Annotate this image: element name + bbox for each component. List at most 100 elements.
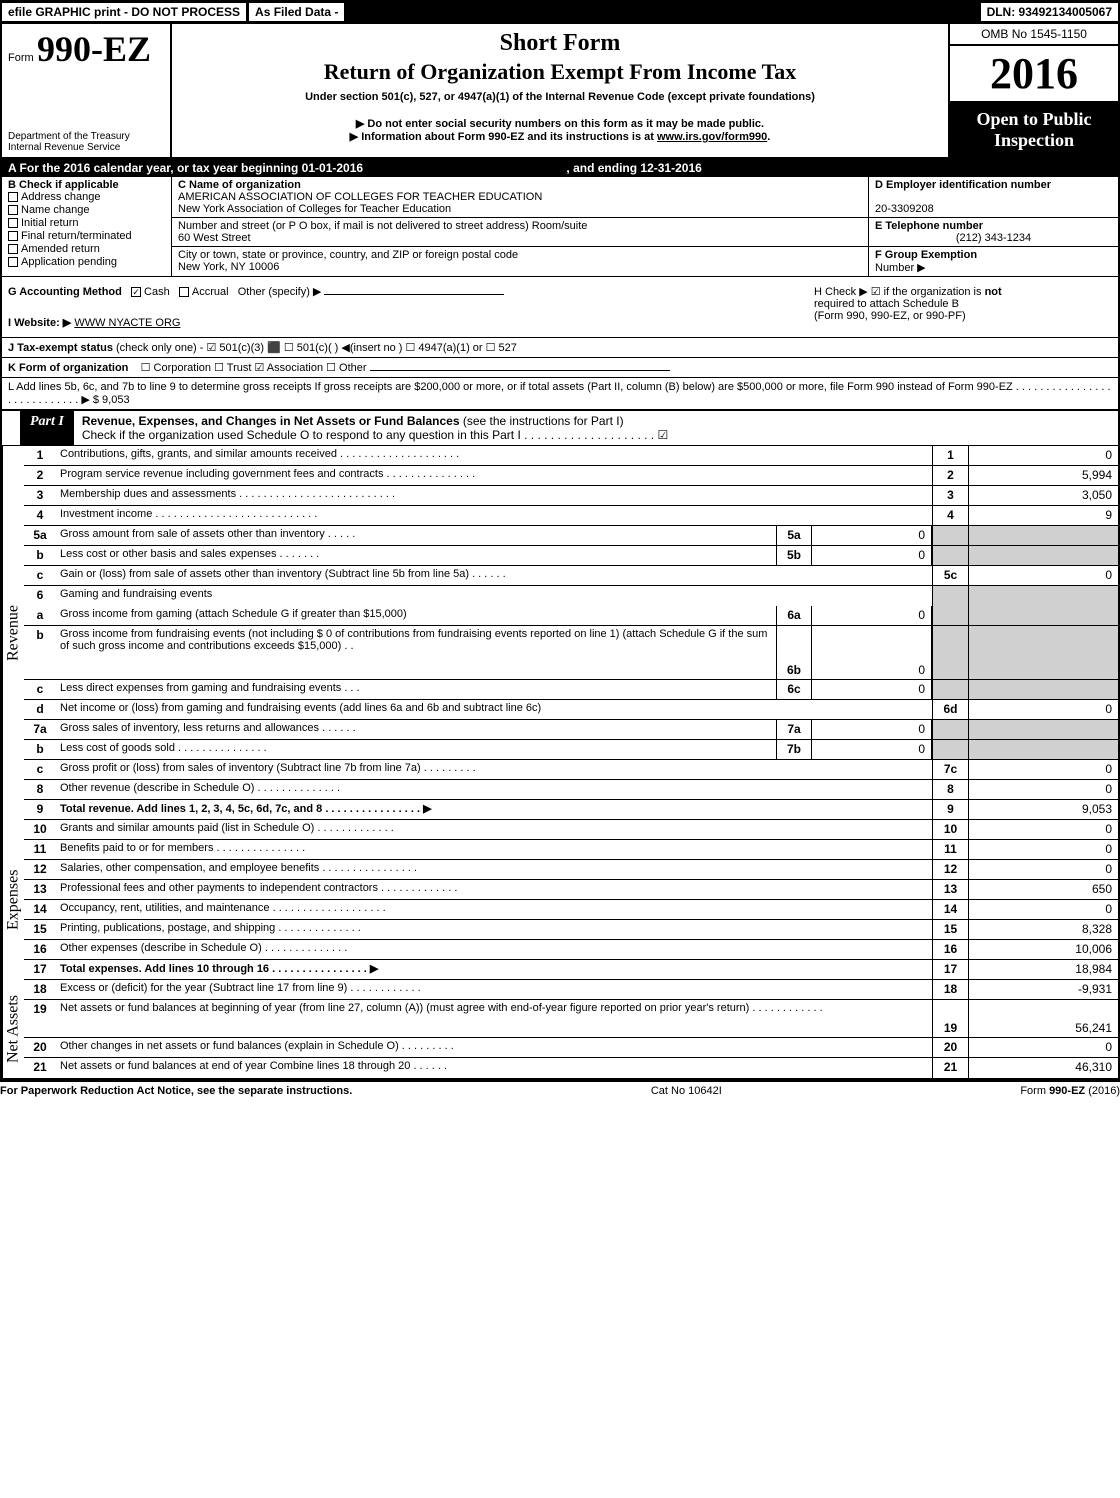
line-7b: b Less cost of goods sold . . . . . . . … — [24, 740, 1118, 760]
street-label: Number and street (or P O box, if mail i… — [178, 220, 587, 232]
lbox: 1 — [932, 446, 968, 465]
instr-link[interactable]: www.irs.gov/form990 — [657, 131, 767, 143]
lmb: 6a — [776, 606, 812, 625]
lval: 0 — [968, 780, 1118, 799]
lval: 0 — [968, 700, 1118, 719]
lval: 650 — [968, 880, 1118, 899]
line-6c: c Less direct expenses from gaming and f… — [24, 680, 1118, 700]
footer-left: For Paperwork Reduction Act Notice, see … — [0, 1085, 352, 1097]
cb-name-change[interactable]: Name change — [8, 204, 165, 216]
lbox: 11 — [932, 840, 968, 859]
cb-application-pending[interactable]: Application pending — [8, 256, 165, 268]
ld: Excess or (deficit) for the year (Subtra… — [56, 980, 932, 999]
c-city-block: City or town, state or province, country… — [172, 247, 868, 275]
line-7c: c Gross profit or (loss) from sales of i… — [24, 760, 1118, 780]
cb-cash[interactable]: ✓ — [131, 287, 141, 297]
ld: Gross profit or (loss) from sales of inv… — [56, 760, 932, 779]
city-label: City or town, state or province, country… — [178, 249, 518, 261]
ld: Net income or (loss) from gaming and fun… — [56, 700, 932, 719]
line-21: 21 Net assets or fund balances at end of… — [24, 1058, 1118, 1078]
cb-amended-return[interactable]: Amended return — [8, 243, 165, 255]
h-not: not — [985, 286, 1002, 298]
ln: 21 — [24, 1058, 56, 1078]
c-name-block: C Name of organization AMERICAN ASSOCIAT… — [172, 177, 868, 218]
line-6b: b Gross income from fundraising events (… — [24, 626, 1118, 680]
ln: b — [24, 740, 56, 759]
lbox: 13 — [932, 880, 968, 899]
row-a-pre: A For the 2016 calendar year, or tax yea… — [8, 161, 302, 175]
line-2: 2 Program service revenue including gove… — [24, 466, 1118, 486]
lbox: 9 — [932, 800, 968, 819]
dln-label: DLN: 93492134005067 — [981, 3, 1118, 21]
ld: Occupancy, rent, utilities, and maintena… — [56, 900, 932, 919]
lbox-shade — [932, 526, 968, 545]
b-title: B Check if applicable — [8, 179, 165, 191]
lval: 0 — [968, 1038, 1118, 1057]
h-text-3: (Form 990, 990-EZ, or 990-PF) — [814, 310, 1112, 322]
lmv: 0 — [812, 720, 932, 739]
other-specify-field[interactable] — [324, 294, 504, 295]
lval: 46,310 — [968, 1058, 1118, 1078]
row-a-begin: 01-01-2016 — [302, 161, 363, 175]
footer-mid: Cat No 10642I — [651, 1085, 722, 1097]
cb-label: Final return/terminated — [21, 230, 132, 242]
instr-line-2: ▶ Information about Form 990-EZ and its … — [182, 130, 938, 143]
lbox: 17 — [932, 960, 968, 979]
city-value: New York, NY 10006 — [178, 261, 279, 273]
line-16: 16 Other expenses (describe in Schedule … — [24, 940, 1118, 960]
k-other-field[interactable] — [370, 370, 670, 371]
dept-irs: Internal Revenue Service — [8, 142, 164, 153]
ln: 7a — [24, 720, 56, 739]
lbox: 4 — [932, 506, 968, 525]
part-i-title: Revenue, Expenses, and Changes in Net As… — [74, 411, 1118, 445]
cb-label: Amended return — [21, 243, 100, 255]
lmv: 0 — [812, 526, 932, 545]
ld: Program service revenue including govern… — [56, 466, 932, 485]
cb-address-change[interactable]: Address change — [8, 191, 165, 203]
lval-shade — [968, 586, 1118, 606]
ln: b — [24, 626, 56, 679]
h-line-1: H Check ▶ ☑ if the organization is not — [814, 285, 1112, 298]
side-label-revenue: Revenue — [2, 446, 24, 820]
ln: 20 — [24, 1038, 56, 1057]
line-4: 4 Investment income . . . . . . . . . . … — [24, 506, 1118, 526]
ln: 13 — [24, 880, 56, 899]
lbox: 10 — [932, 820, 968, 839]
i-website-row: I Website: ▶ WWW NYACTE ORG — [8, 316, 802, 329]
ld: Investment income . . . . . . . . . . . … — [56, 506, 932, 525]
line-3: 3 Membership dues and assessments . . . … — [24, 486, 1118, 506]
form-number: 990-EZ — [37, 29, 151, 69]
part-i-title-note: (see the instructions for Part I) — [463, 414, 624, 428]
lbox: 14 — [932, 900, 968, 919]
lval: 56,241 — [968, 1000, 1118, 1037]
open-line-1: Open to Public — [954, 109, 1114, 130]
lmb: 7a — [776, 720, 812, 739]
l-text: L Add lines 5b, 6c, and 7b to line 9 to … — [8, 381, 1111, 406]
ld: Other revenue (describe in Schedule O) .… — [56, 780, 932, 799]
ld: Net assets or fund balances at end of ye… — [56, 1058, 932, 1078]
lval-shade — [968, 680, 1118, 699]
i-label: I Website: ▶ — [8, 317, 71, 329]
lmb: 5a — [776, 526, 812, 545]
ld: Membership dues and assessments . . . . … — [56, 486, 932, 505]
cb-final-return[interactable]: Final return/terminated — [8, 230, 165, 242]
lmb: 6c — [776, 680, 812, 699]
ein-value: 20-3309208 — [875, 203, 934, 215]
line-7a: 7a Gross sales of inventory, less return… — [24, 720, 1118, 740]
header-row: Form 990-EZ Department of the Treasury I… — [2, 24, 1118, 159]
k-options: ☐ Corporation ☐ Trust ☑ Association ☐ Ot… — [141, 362, 367, 374]
ln: b — [24, 546, 56, 565]
cb-initial-return[interactable]: Initial return — [8, 217, 165, 229]
j-label: J Tax-exempt status — [8, 342, 113, 354]
other-label: Other (specify) ▶ — [238, 286, 322, 298]
lbox: 7c — [932, 760, 968, 779]
section-bcd: B Check if applicable Address change Nam… — [2, 177, 1118, 277]
cb-accrual[interactable] — [179, 287, 189, 297]
part-i-title-bold: Revenue, Expenses, and Changes in Net As… — [82, 414, 460, 428]
ld: Other changes in net assets or fund bala… — [56, 1038, 932, 1057]
ln: 10 — [24, 820, 56, 839]
side-label-expenses: Expenses — [2, 820, 24, 980]
lbox: 19 — [932, 1000, 968, 1037]
ln: 3 — [24, 486, 56, 505]
lval-shade — [968, 740, 1118, 759]
